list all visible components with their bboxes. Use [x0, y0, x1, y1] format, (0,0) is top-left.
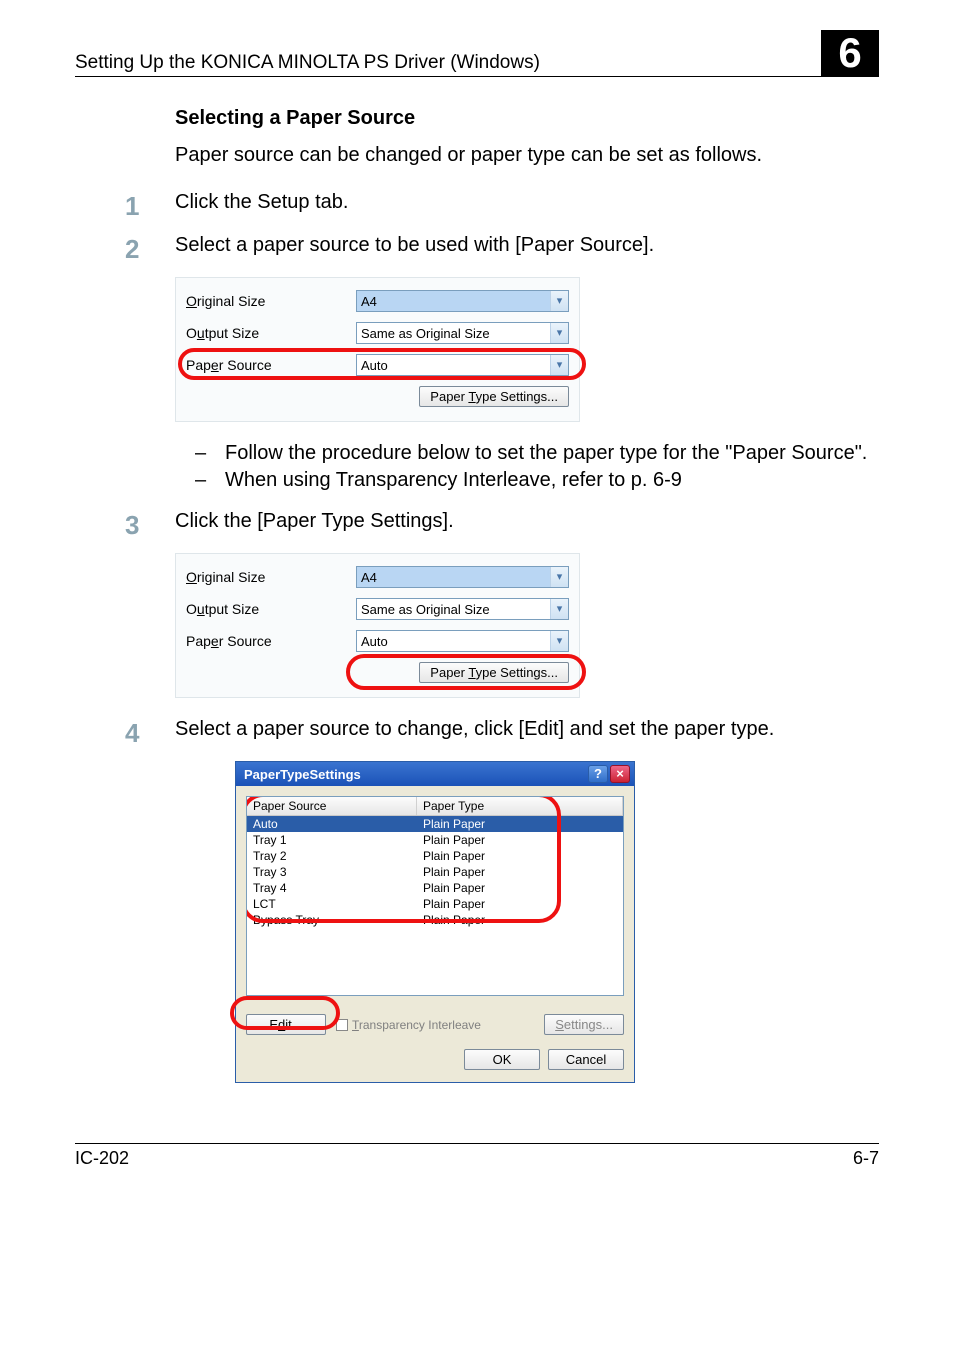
intro-text: Paper source can be changed or paper typ…: [175, 144, 879, 167]
output-size-combo[interactable]: Same as Original Size ▾: [356, 322, 569, 344]
page-footer: IC-202 6-7: [75, 1143, 879, 1169]
step-3-text: Click the [Paper Type Settings].: [175, 510, 879, 533]
list-item[interactable]: Tray 3Plain Paper: [247, 864, 623, 880]
step-4-number: 4: [125, 718, 175, 749]
original-size-label: Original Size: [186, 569, 356, 585]
paper-source-label: Paper Source: [186, 357, 356, 373]
chevron-down-icon: ▾: [550, 599, 568, 619]
paper-source-value: Auto: [357, 634, 550, 649]
chevron-down-icon: ▾: [550, 631, 568, 651]
paper-source-value: Auto: [357, 358, 550, 373]
original-size-combo[interactable]: A4 ▾: [356, 566, 569, 588]
step-2-text: Select a paper source to be used with [P…: [175, 234, 879, 257]
help-icon[interactable]: ?: [588, 765, 608, 783]
chevron-down-icon: ▾: [550, 355, 568, 375]
section-title: Selecting a Paper Source: [175, 107, 879, 130]
original-size-value: A4: [357, 294, 550, 309]
transparency-label: Transparency Interleave: [352, 1018, 481, 1032]
step-3-number: 3: [125, 510, 175, 541]
cell-source: Tray 3: [247, 864, 417, 880]
listview-header: Paper Source Paper Type: [247, 797, 623, 816]
step-2-number: 2: [125, 234, 175, 265]
cell-type: Plain Paper: [417, 864, 623, 880]
chapter-number: 6: [821, 30, 879, 76]
output-size-value: Same as Original Size: [357, 326, 550, 341]
bullet-2: When using Transparency Interleave, refe…: [225, 469, 682, 492]
setup-panel-1: Original Size A4 ▾ Output Size Same as O…: [175, 277, 580, 422]
cell-type: Plain Paper: [417, 816, 623, 832]
close-icon[interactable]: ×: [610, 765, 630, 783]
cell-source: LCT: [247, 896, 417, 912]
cell-type: Plain Paper: [417, 896, 623, 912]
original-size-combo[interactable]: A4 ▾: [356, 290, 569, 312]
list-item[interactable]: LCTPlain Paper: [247, 896, 623, 912]
output-size-label: Output Size: [186, 325, 356, 341]
output-size-combo[interactable]: Same as Original Size ▾: [356, 598, 569, 620]
cell-source: Tray 1: [247, 832, 417, 848]
chevron-down-icon: ▾: [550, 323, 568, 343]
list-item[interactable]: Tray 2Plain Paper: [247, 848, 623, 864]
cell-source: Bypass Tray: [247, 912, 417, 928]
header-title: Setting Up the KONICA MINOLTA PS Driver …: [75, 52, 540, 74]
step-1-number: 1: [125, 191, 175, 222]
col-paper-type: Paper Type: [417, 797, 623, 815]
cell-source: Auto: [247, 816, 417, 832]
ok-button[interactable]: OK: [464, 1049, 540, 1070]
list-item[interactable]: Bypass TrayPlain Paper: [247, 912, 623, 928]
paper-type-settings-button[interactable]: Paper Type Settings...: [419, 662, 569, 683]
footer-right: 6-7: [853, 1148, 879, 1169]
bullet-dash: –: [195, 469, 225, 492]
col-paper-source: Paper Source: [247, 797, 417, 815]
step-1-text: Click the Setup tab.: [175, 191, 879, 214]
cell-source: Tray 4: [247, 880, 417, 896]
list-item[interactable]: AutoPlain Paper: [247, 816, 623, 832]
list-item[interactable]: Tray 1Plain Paper: [247, 832, 623, 848]
cell-source: Tray 2: [247, 848, 417, 864]
paper-source-label: Paper Source: [186, 633, 356, 649]
chevron-down-icon: ▾: [550, 567, 568, 587]
step-2-notes: –Follow the procedure below to set the p…: [175, 442, 879, 492]
list-item[interactable]: Tray 4Plain Paper: [247, 880, 623, 896]
step-1: 1 Click the Setup tab.: [175, 191, 879, 222]
cell-type: Plain Paper: [417, 848, 623, 864]
footer-left: IC-202: [75, 1148, 129, 1169]
paper-source-combo[interactable]: Auto ▾: [356, 354, 569, 376]
paper-source-combo[interactable]: Auto ▾: [356, 630, 569, 652]
step-4-text: Select a paper source to change, click […: [175, 718, 879, 741]
chevron-down-icon: ▾: [550, 291, 568, 311]
dialog-title: PaperTypeSettings: [244, 767, 361, 782]
bullet-1: Follow the procedure below to set the pa…: [225, 442, 867, 465]
output-size-label: Output Size: [186, 601, 356, 617]
original-size-value: A4: [357, 570, 550, 585]
cell-type: Plain Paper: [417, 832, 623, 848]
transparency-interleave-checkbox[interactable]: Transparency Interleave: [336, 1018, 481, 1032]
step-2: 2 Select a paper source to be used with …: [175, 234, 879, 265]
cell-type: Plain Paper: [417, 880, 623, 896]
checkbox-icon: [336, 1019, 348, 1031]
settings-button: Settings...: [544, 1014, 624, 1035]
edit-button[interactable]: Edit...: [246, 1014, 326, 1035]
bullet-dash: –: [195, 442, 225, 465]
cancel-button[interactable]: Cancel: [548, 1049, 624, 1070]
cell-type: Plain Paper: [417, 912, 623, 928]
page-header: Setting Up the KONICA MINOLTA PS Driver …: [75, 30, 879, 77]
dialog-titlebar: PaperTypeSettings ? ×: [236, 762, 634, 786]
step-4: 4 Select a paper source to change, click…: [175, 718, 879, 749]
paper-type-settings-dialog: PaperTypeSettings ? × Paper Source Paper…: [235, 761, 635, 1083]
output-size-value: Same as Original Size: [357, 602, 550, 617]
step-3: 3 Click the [Paper Type Settings].: [175, 510, 879, 541]
paper-type-settings-button[interactable]: Paper Type Settings...: [419, 386, 569, 407]
original-size-label: Original Size: [186, 293, 356, 309]
setup-panel-2: Original Size A4 ▾ Output Size Same as O…: [175, 553, 580, 698]
paper-type-listview[interactable]: Paper Source Paper Type AutoPlain PaperT…: [246, 796, 624, 996]
